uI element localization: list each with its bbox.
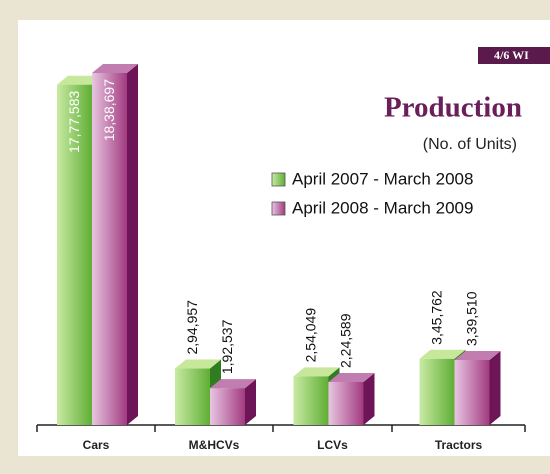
bar-side	[363, 373, 375, 425]
x-tick-label: M&HCVs	[189, 438, 240, 452]
bar-top	[419, 349, 466, 359]
bar	[210, 379, 256, 425]
value-label: 3,45,762	[429, 290, 445, 345]
legend-swatch	[271, 201, 286, 216]
x-tick-label: Tractors	[435, 438, 483, 452]
bar-top	[210, 379, 256, 389]
bar-front	[419, 358, 455, 425]
chart-subtitle: (No. of Units)	[423, 136, 517, 153]
bar-top	[92, 64, 138, 73]
bar	[92, 64, 138, 425]
badge-text: 4/6 WI	[494, 48, 529, 62]
bar-front	[454, 360, 490, 425]
bar-top	[175, 359, 221, 369]
value-label: 2,24,589	[338, 313, 354, 368]
legend-label: April 2007 - March 2008	[292, 169, 473, 188]
value-label: 2,94,957	[184, 300, 200, 355]
bar-side	[245, 379, 256, 425]
legend-label: April 2008 - March 2009	[292, 198, 473, 217]
bar-front	[210, 388, 245, 425]
value-label: 18,38,697	[101, 79, 117, 141]
bar-top	[454, 351, 501, 361]
bar-top	[328, 373, 375, 383]
value-label: 1,92,537	[219, 319, 235, 374]
value-label: 2,54,049	[303, 308, 319, 363]
bar-front	[293, 376, 329, 425]
x-tick-label: LCVs	[317, 438, 348, 452]
value-label: 17,77,583	[66, 91, 82, 153]
bar-top	[293, 367, 340, 377]
bar	[328, 373, 375, 425]
bar-front	[92, 73, 127, 425]
badge	[478, 47, 550, 64]
bar	[454, 351, 501, 425]
chart-title: Production	[384, 92, 522, 124]
bar-front	[57, 84, 92, 426]
bar-front	[175, 368, 210, 425]
bar-top	[57, 75, 103, 85]
legend-swatch	[271, 172, 286, 187]
bar-side	[489, 351, 501, 425]
bar-side	[127, 64, 138, 425]
x-tick-label: Cars	[83, 438, 110, 452]
value-label: 3,39,510	[464, 291, 480, 346]
bar-front	[328, 382, 364, 425]
